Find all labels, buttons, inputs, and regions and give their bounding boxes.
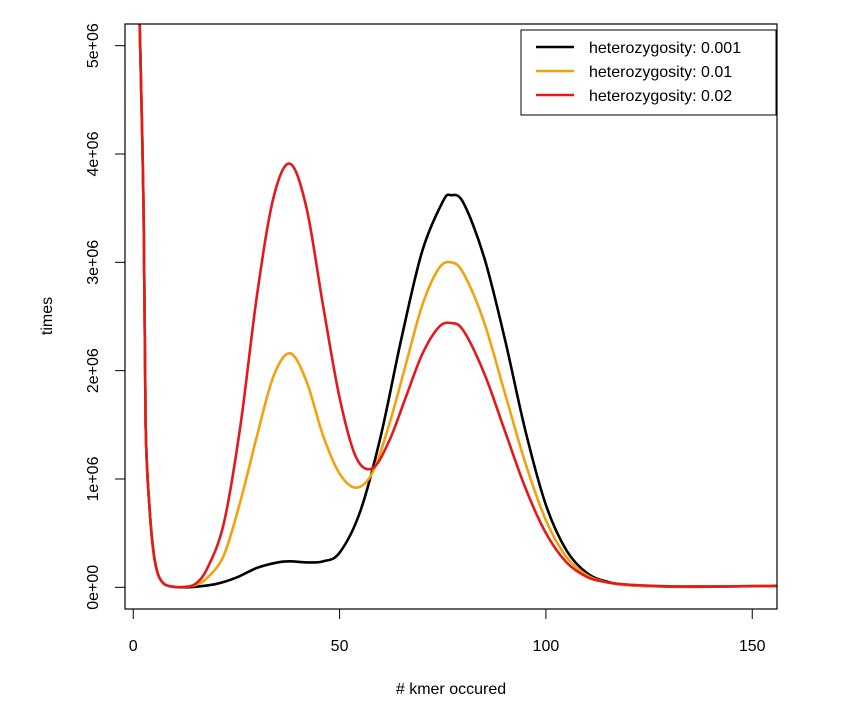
series-lines	[138, 24, 777, 589]
y-axis-label: times	[39, 297, 56, 335]
x-axis-label: # kmer occured	[396, 681, 506, 698]
x-tick-label: 50	[331, 638, 349, 655]
x-tick-label: 0	[129, 638, 138, 655]
legend-label-3: heterozygosity: 0.02	[589, 88, 732, 105]
y-tick-label: 5e+06	[85, 23, 102, 68]
y-tick-label: 2e+06	[85, 348, 102, 393]
y-tick-label: 3e+06	[85, 240, 102, 285]
legend: heterozygosity: 0.001 heterozygosity: 0.0…	[520, 29, 777, 116]
y-tick-label: 1e+06	[85, 456, 102, 501]
y-tick-label: 4e+06	[85, 131, 102, 176]
series-line-3	[138, 24, 777, 589]
x-tick-label: 150	[739, 638, 766, 655]
legend-box	[520, 29, 777, 116]
legend-label-1: heterozygosity: 0.001	[589, 40, 741, 57]
y-tick-label: 0e+00	[85, 565, 102, 610]
x-axis: 0 50 100 150	[129, 608, 766, 655]
y-axis: 0e+00 1e+06 2e+06 3e+06 4e+06 5e+06	[85, 23, 126, 610]
legend-label-2: heterozygosity: 0.01	[589, 64, 732, 81]
x-tick-label: 100	[533, 638, 560, 655]
